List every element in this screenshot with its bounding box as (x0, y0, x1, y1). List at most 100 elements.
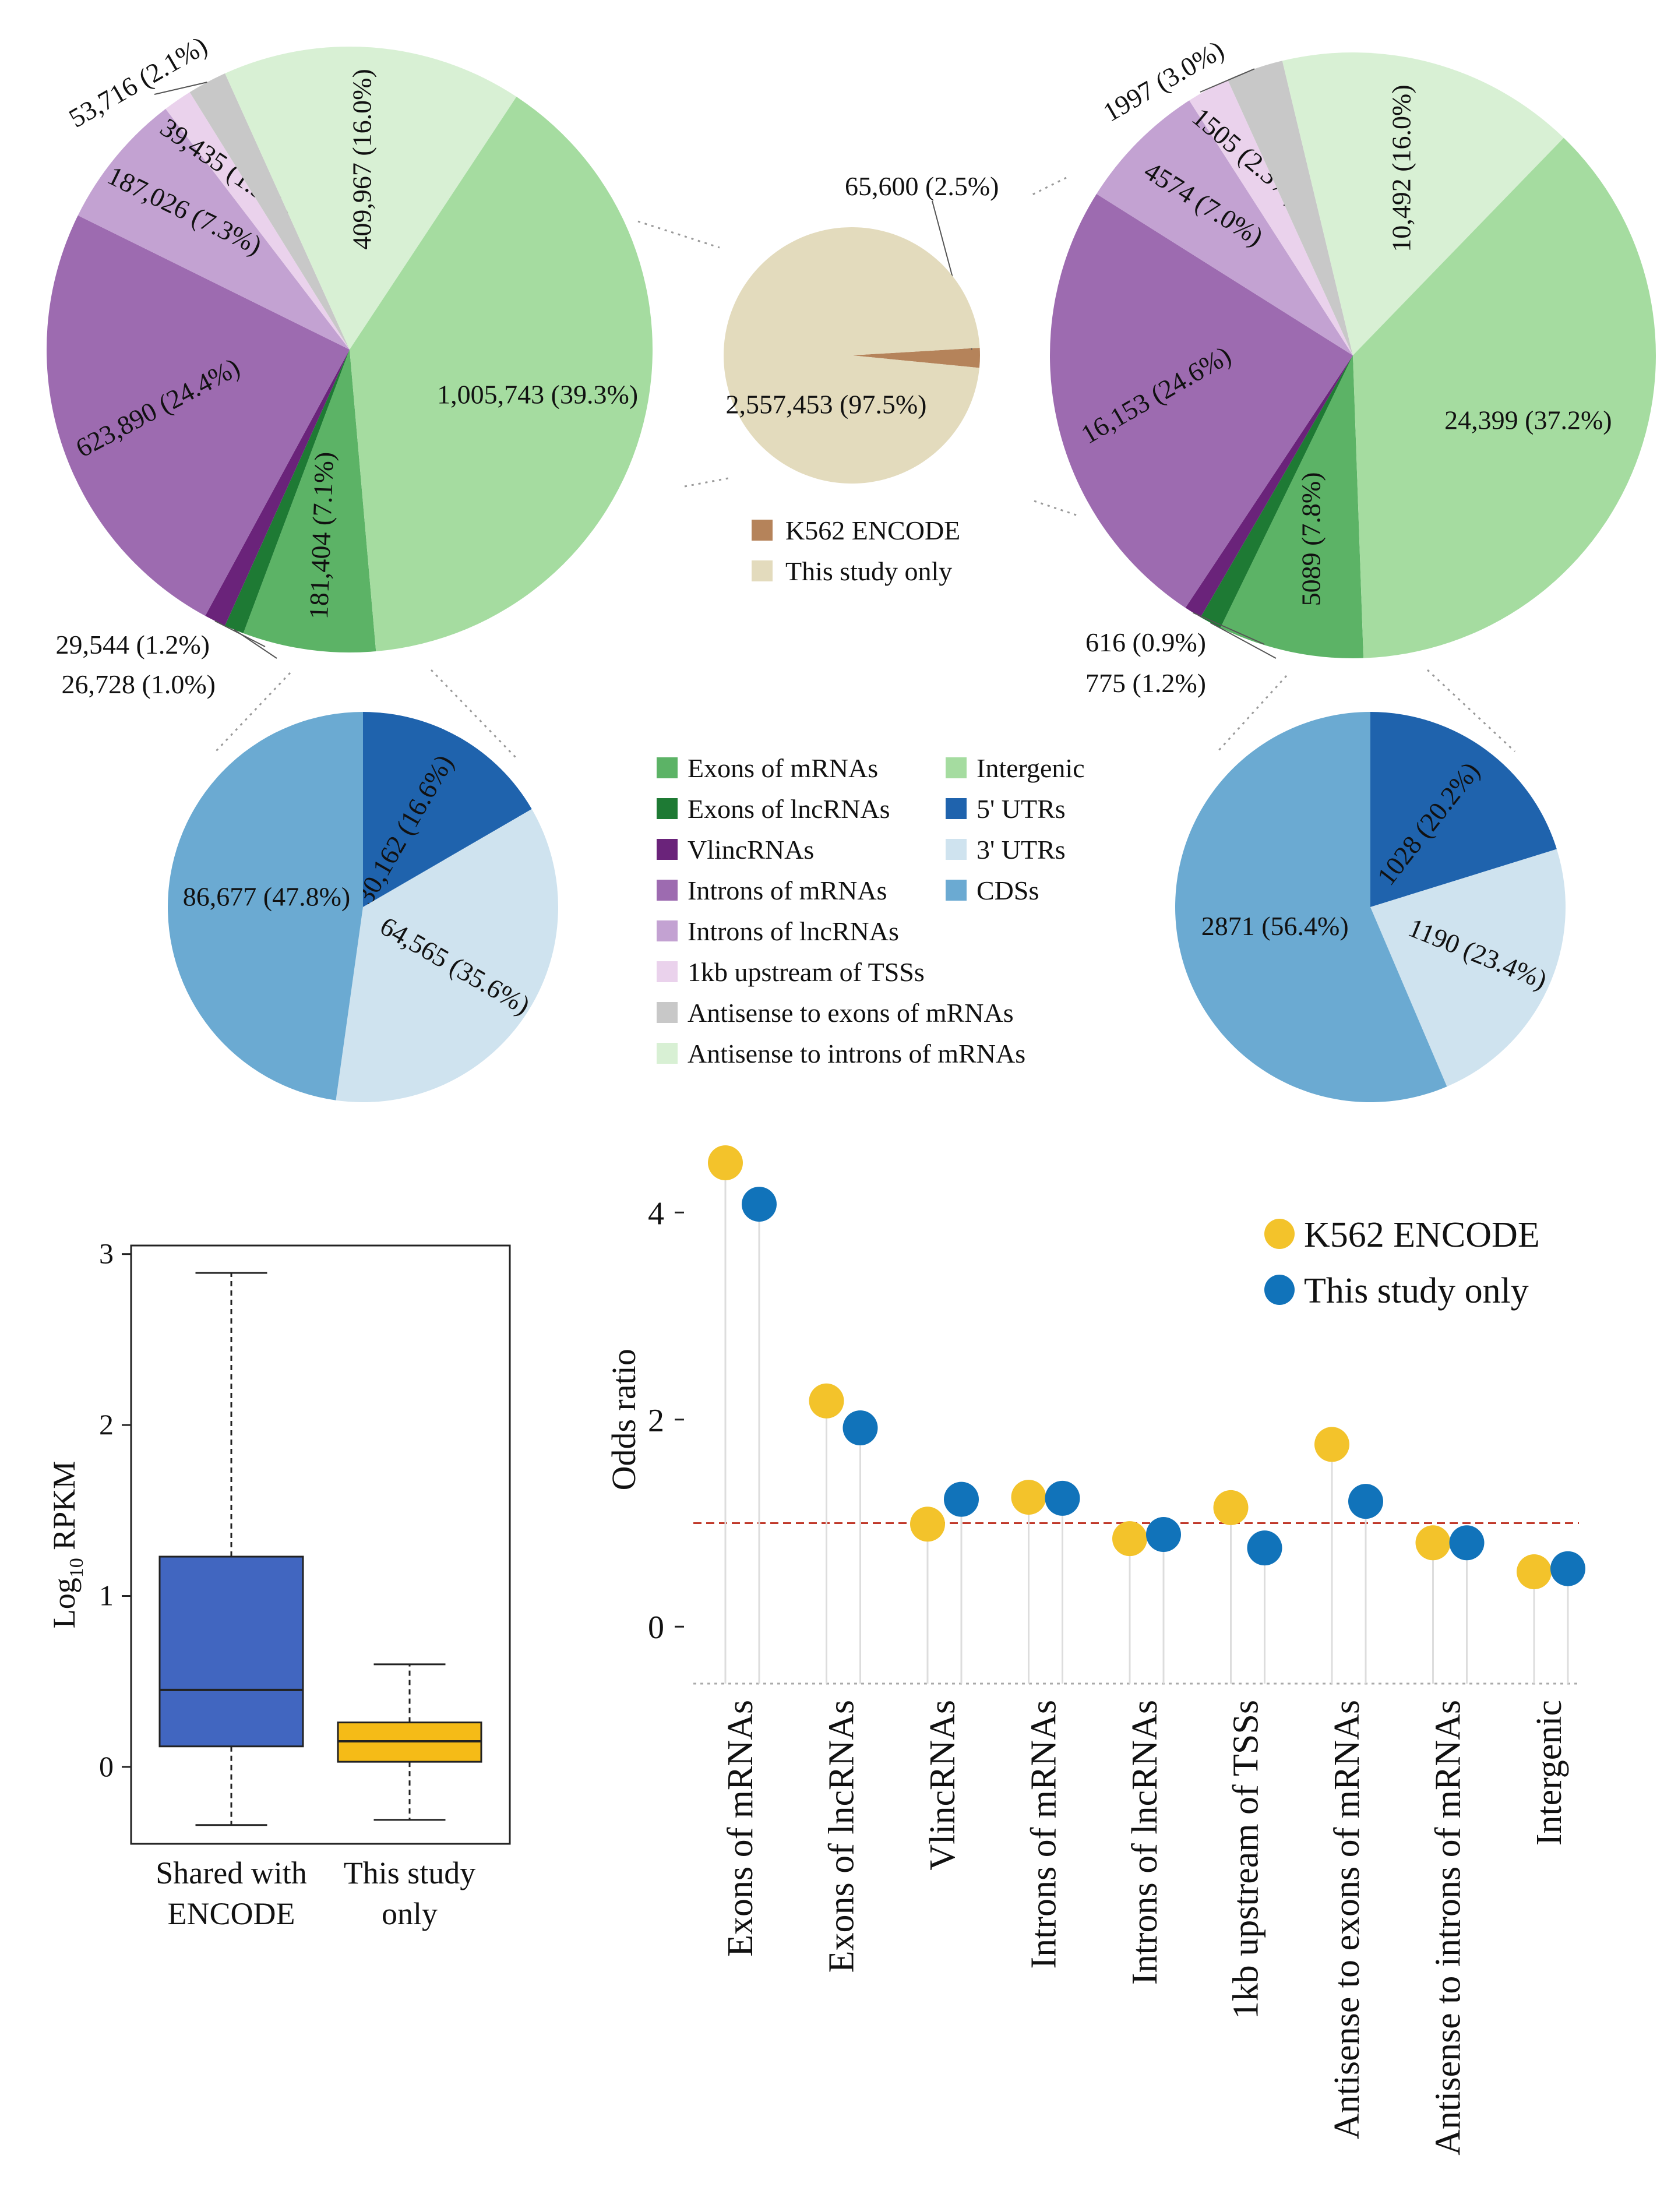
pie-slice-vlincrnas (1185, 355, 1353, 618)
pie-connector (1031, 177, 1067, 196)
leader-line (1193, 612, 1265, 645)
dot-this-study-only-exons-of-lncrnas (842, 1410, 878, 1445)
legend-dot (1264, 1219, 1295, 1249)
pie-slice-cdss (168, 712, 363, 1100)
pie-slice-5-utrs (363, 712, 532, 907)
legend-swatch (946, 757, 967, 778)
dot-k562-encode-1kb-upstream-of-tsss (1213, 1490, 1249, 1525)
x-category-label: Exons of lncRNAs (822, 1700, 862, 1973)
dot-this-study-only-antisense-to-exons-of-mrnas (1348, 1484, 1383, 1519)
legend-label: K562 ENCODE (785, 516, 960, 545)
dot-k562-encode-exons-of-lncrnas (809, 1383, 844, 1419)
pie-slice-exons-of-lncrnas (1200, 355, 1353, 628)
pie-center: 65,600 (2.5%) 2,557,453 (97.5%) (723, 171, 999, 484)
box-group-1: Shared with ENCODE (156, 1272, 307, 1931)
legend-swatch (657, 757, 678, 778)
box-group-2: This study only (337, 1663, 482, 1931)
dot-this-study-only-introns-of-mrnas (1045, 1480, 1080, 1516)
pie-connector (1217, 675, 1288, 753)
pie-slice-cdss (1175, 712, 1447, 1102)
pie-main-right: 5089 (7.8%)775 (1.2%)616 (0.9%)16,153 (2… (1050, 35, 1656, 698)
legend-swatch (657, 920, 678, 941)
y-tick-label: 3 (99, 1237, 114, 1270)
legend-label: 5' UTRs (977, 794, 1066, 824)
dot-this-study-only-vlincrnas (944, 1481, 979, 1517)
legend-label: K562 ENCODE (1304, 1215, 1540, 1255)
dot-k562-encode-intergenic (1517, 1554, 1552, 1590)
y-axis-label: Log10 RPKM (47, 1461, 87, 1629)
y-tick-label: 2 (648, 1403, 664, 1439)
pie-slice-3-utrs (336, 809, 558, 1102)
y-tick-label: 1 (99, 1579, 114, 1612)
pie-slice-k562-encode (852, 347, 980, 368)
legend-label: VlincRNAs (688, 835, 814, 865)
legend-swatch (946, 880, 967, 901)
leader-line (214, 620, 266, 647)
x-category-label: Introns of lncRNAs (1125, 1700, 1165, 1985)
pie-connector (1034, 500, 1078, 517)
legend-swatch (752, 520, 773, 541)
dot-this-study-only-exons-of-mrnas (742, 1187, 777, 1222)
slice-label: 409,967 (16.0%) (347, 69, 377, 249)
plot-frame (130, 1244, 511, 1845)
legend-swatch (946, 798, 967, 819)
pie-slice-vlincrnas (205, 350, 350, 626)
x-category-label: ENCODE (168, 1896, 295, 1931)
slice-label: 1,005,743 (39.3%) (437, 379, 638, 409)
y-tick-label: 0 (648, 1610, 664, 1646)
leader-line (154, 82, 207, 95)
pie-slice-this-study-only (723, 227, 980, 484)
dot-k562-encode-introns-of-mrnas (1011, 1480, 1046, 1515)
legend-label: Introns of lncRNAs (688, 916, 899, 946)
pie-slice-5-utrs (1370, 712, 1557, 907)
y-axis-label-tail: RPKM (47, 1461, 82, 1558)
x-category-label: Antisense to introns of mRNAs (1429, 1700, 1468, 2155)
legend-label: Exons of lncRNAs (688, 794, 890, 824)
slice-label: 181,404 (7.1%) (304, 451, 339, 620)
pie-connector (684, 477, 732, 488)
legend-swatch (752, 560, 773, 581)
slice-label: 775 (1.2%) (1085, 668, 1206, 698)
slice-label: 86,677 (47.8%) (183, 881, 350, 911)
dot-k562-encode-antisense-to-introns-of-mrnas (1415, 1525, 1451, 1561)
pie-slice-introns-of-lncrnas (77, 108, 350, 350)
legend-label: This study only (785, 556, 952, 586)
legend-swatch (657, 839, 678, 860)
legend-label: Antisense to exons of mRNAs (688, 998, 1014, 1028)
x-category-label: Intergenic (1529, 1700, 1569, 1846)
legend-label: Antisense to introns of mRNAs (688, 1039, 1025, 1068)
legend-swatch (657, 798, 678, 819)
dot-k562-encode-antisense-to-exons-of-mrnas (1314, 1427, 1349, 1462)
pie-slice-1kb-upstream-of-tsss (1189, 79, 1353, 355)
pie-sub-left: 30,162 (16.6%)64,565 (35.6%)86,677 (47.8… (168, 712, 558, 1102)
legend-swatch (946, 839, 967, 860)
category-legend: Exons of mRNAs Exons of lncRNAs VlincRNAs I… (657, 753, 1085, 1068)
legend-label: Exons of mRNAs (688, 753, 878, 783)
y-tick-label: 0 (99, 1750, 114, 1783)
slice-label: 26,728 (1.0%) (62, 669, 216, 699)
pie-slice-exons-of-mrnas (243, 350, 376, 652)
dot-k562-encode-exons-of-mrnas (708, 1145, 743, 1180)
pie-slice-1kb-upstream-of-tsss (165, 92, 350, 350)
slice-label: 65,600 (2.5%) (845, 171, 999, 201)
pie-slice-antisense-to-exons-of-mrnas (189, 73, 350, 350)
pie-sub-right: 1028 (20.2%)1190 (23.4%)2871 (56.4%) (1175, 712, 1566, 1102)
x-category-label: 1kb upstream of TSSs (1226, 1700, 1266, 2019)
pie-slice-antisense-to-introns-of-mrnas (225, 46, 517, 350)
x-category-label: Shared with (156, 1855, 306, 1890)
dot-this-study-only-introns-of-lncrnas (1146, 1517, 1181, 1553)
dot-k562-encode-vlincrnas (910, 1507, 945, 1542)
legend-swatch (657, 880, 678, 901)
slice-label: 10,492 (16.0%) (1386, 84, 1416, 252)
x-category-label: Exons of mRNAs (721, 1700, 760, 1957)
slice-label: 2,557,453 (97.5%) (726, 390, 927, 419)
legend-label: CDSs (977, 876, 1039, 905)
legend-label: Introns of mRNAs (688, 876, 887, 905)
y-axis-label-sub: 10 (66, 1558, 87, 1578)
pie-slice-intergenic (1353, 137, 1656, 658)
dot-this-study-only-1kb-upstream-of-tsss (1247, 1530, 1282, 1566)
dot-this-study-only-antisense-to-introns-of-mrnas (1449, 1525, 1485, 1561)
pie-slice-exons-of-mrnas (1220, 355, 1364, 658)
x-category-label: VlincRNAs (923, 1700, 963, 1871)
